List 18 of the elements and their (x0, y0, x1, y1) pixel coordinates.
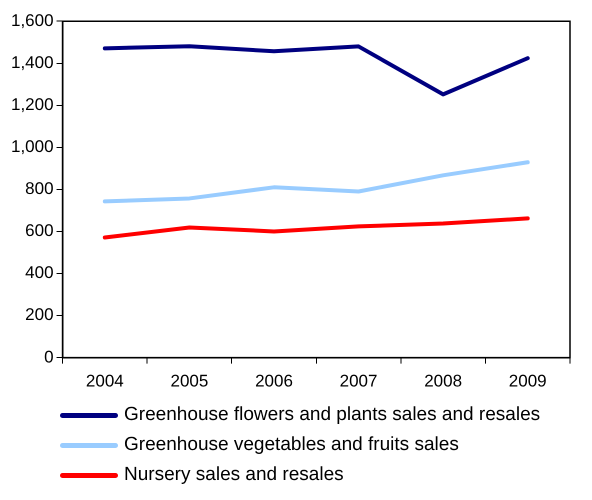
y-tick-label: 400 (25, 263, 54, 282)
x-tick-label: 2004 (86, 371, 124, 390)
x-tick-label: 2005 (170, 371, 208, 390)
y-tick-label: 0 (44, 347, 54, 366)
y-tick-label: 1,200 (10, 94, 54, 114)
y-tick-label: 1,400 (10, 52, 54, 72)
legend-label: Greenhouse vegetables and fruits sales (124, 434, 459, 456)
x-tick-label: 2008 (424, 371, 462, 390)
legend-label: Nursery sales and resales (124, 464, 344, 486)
x-tick-label: 2006 (255, 371, 293, 390)
y-tick-label: 800 (25, 179, 54, 198)
x-tick-label: 2009 (508, 371, 547, 390)
y-tick-label: 1,000 (10, 137, 54, 156)
y-tick-label: 1,600 (10, 10, 54, 30)
legend-label: Greenhouse flowers and plants sales and resales (124, 404, 540, 426)
y-tick-label: 600 (25, 221, 54, 240)
x-tick-label: 2007 (340, 371, 378, 390)
y-tick-label: 200 (25, 305, 54, 324)
